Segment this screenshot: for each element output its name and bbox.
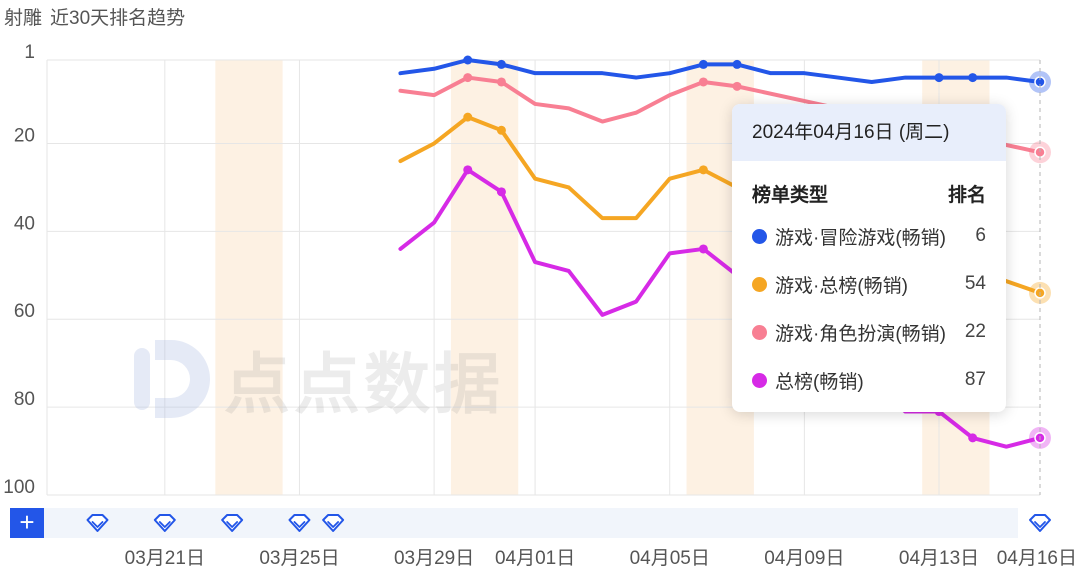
diamond-icon: [221, 514, 244, 532]
diamond-icon: [1029, 514, 1051, 532]
series-line-overall: [398, 167, 1042, 449]
tooltip-column-headers: 榜单类型 排名: [732, 180, 1006, 212]
data-point: [463, 112, 473, 122]
tooltip-row-label: 游戏·总榜(畅销): [752, 271, 908, 298]
data-point: [934, 73, 944, 83]
x-tick-label: 04月13日: [899, 548, 979, 569]
tooltip-rank-value: 6: [975, 225, 986, 246]
data-point: [463, 73, 473, 83]
watermark: 点点数据: [134, 340, 504, 421]
event-marker-icon[interactable]: [288, 514, 311, 532]
tooltip-col-rank: 排名: [947, 185, 986, 206]
y-tick-label: 40: [14, 213, 35, 234]
tooltip-rank-value: 87: [964, 369, 986, 390]
tooltip-row: 总榜(畅销) 87: [732, 356, 1006, 404]
tooltip-rank-value: 22: [964, 321, 986, 342]
data-point: [698, 77, 708, 87]
timeline-track: [10, 508, 1018, 538]
x-tick-label: 04月09日: [764, 548, 844, 569]
series-line-overall_game: [398, 115, 1042, 295]
series-lines: [398, 55, 1051, 449]
diamond-icon: [153, 514, 176, 532]
x-tick-label: 03月21日: [125, 548, 205, 569]
watermark-logo-icon: [134, 340, 210, 418]
tooltip-rank-value: 54: [964, 273, 986, 294]
tooltip-series-name: 游戏·总榜(畅销): [775, 275, 908, 297]
data-point: [496, 77, 506, 87]
weekend-band: [450, 60, 519, 495]
y-axis-labels: 1 20 40 60 80 100: [3, 42, 35, 498]
watermark-text: 点点数据: [224, 347, 504, 421]
series-line-rpg: [398, 75, 1042, 155]
event-marker-icon[interactable]: [86, 514, 109, 532]
tooltip-row-label: 总榜(畅销): [752, 367, 864, 394]
y-tick-label: 1: [24, 42, 35, 63]
tooltip-row-label: 游戏·角色扮演(畅销): [752, 319, 946, 346]
data-point: [968, 433, 978, 443]
tooltip-date: 2024年04月16日 (周二): [732, 104, 1006, 161]
app-name: 射雕: [4, 8, 43, 29]
diamond-icon: [288, 514, 311, 532]
x-tick-label: 04月16日: [997, 548, 1077, 569]
legend-dot-icon: [752, 324, 767, 340]
data-point: [496, 187, 506, 197]
legend-dot-icon: [752, 276, 767, 292]
tooltip-row: 游戏·总榜(畅销) 54: [732, 260, 1006, 308]
y-tick-label: 20: [14, 125, 35, 146]
tooltip-row: 游戏·冒险游戏(畅销) 6: [732, 212, 1006, 260]
timeline-bar: +: [10, 507, 1051, 538]
data-point: [463, 55, 473, 65]
diamond-icon: [86, 514, 109, 532]
x-tick-label: 03月29日: [394, 548, 474, 569]
diamond-inner-mark: [226, 521, 239, 528]
event-marker-icon[interactable]: [221, 514, 244, 532]
data-point: [968, 73, 978, 83]
series-overall_game: [398, 112, 1051, 304]
x-axis-labels: 03月21日 03月25日 03月29日 04月01日 04月05日 04月09日 04月1…: [125, 548, 1077, 569]
event-markers: [86, 514, 1051, 532]
x-tick-label: 04月01日: [495, 548, 575, 569]
data-point: [698, 244, 708, 254]
data-point: [496, 125, 506, 135]
event-marker-icon[interactable]: [153, 514, 176, 532]
data-point: [698, 165, 708, 175]
series-rpg: [398, 73, 1051, 164]
event-marker-icon[interactable]: [322, 514, 345, 532]
add-event-button[interactable]: [10, 508, 44, 538]
legend-dot-icon: [752, 372, 767, 388]
x-tick-label: 03月25日: [259, 548, 339, 569]
hover-tooltip: 2024年04月16日 (周二) 榜单类型 排名 游戏·冒险游戏(畅销) 6 游戏·…: [732, 104, 1006, 412]
add-event-button-label[interactable]: +: [19, 507, 34, 537]
series-adventure: [398, 55, 1051, 93]
chart-title: 射雕 近30天排名趋势: [4, 3, 185, 30]
tooltip-series-name: 游戏·冒险游戏(畅销): [775, 227, 946, 249]
x-tick-label: 04月05日: [630, 548, 710, 569]
diamond-inner-mark: [293, 521, 306, 528]
event-marker-icon[interactable]: [1029, 514, 1051, 532]
tooltip-rows: 游戏·冒险游戏(畅销) 6 游戏·总榜(畅销) 54 游戏·角色扮演(畅销) 22 总榜(畅…: [732, 212, 1006, 404]
diamond-inner-mark: [1034, 521, 1046, 528]
data-point: [732, 59, 742, 69]
tooltip-series-name: 总榜(畅销): [775, 371, 864, 393]
y-tick-label: 100: [3, 477, 35, 498]
series-line-adventure: [398, 58, 1042, 84]
y-tick-label: 60: [14, 301, 35, 322]
tooltip-col-type: 榜单类型: [752, 185, 829, 206]
data-point: [463, 165, 473, 175]
diamond-inner-mark: [158, 521, 171, 528]
chart-subtitle: 近30天排名趋势: [50, 8, 186, 29]
tooltip-row: 游戏·角色扮演(畅销) 22: [732, 308, 1006, 356]
legend-dot-icon: [752, 228, 767, 244]
data-point: [496, 59, 506, 69]
tooltip-row-label: 游戏·冒险游戏(畅销): [752, 223, 946, 250]
weekend-band: [215, 60, 283, 495]
y-tick-label: 80: [14, 389, 35, 410]
diamond-inner-mark: [327, 521, 340, 528]
data-point: [698, 59, 708, 69]
diamond-inner-mark: [91, 521, 104, 528]
data-point: [732, 81, 742, 91]
tooltip-series-name: 游戏·角色扮演(畅销): [775, 323, 946, 345]
diamond-icon: [322, 514, 345, 532]
